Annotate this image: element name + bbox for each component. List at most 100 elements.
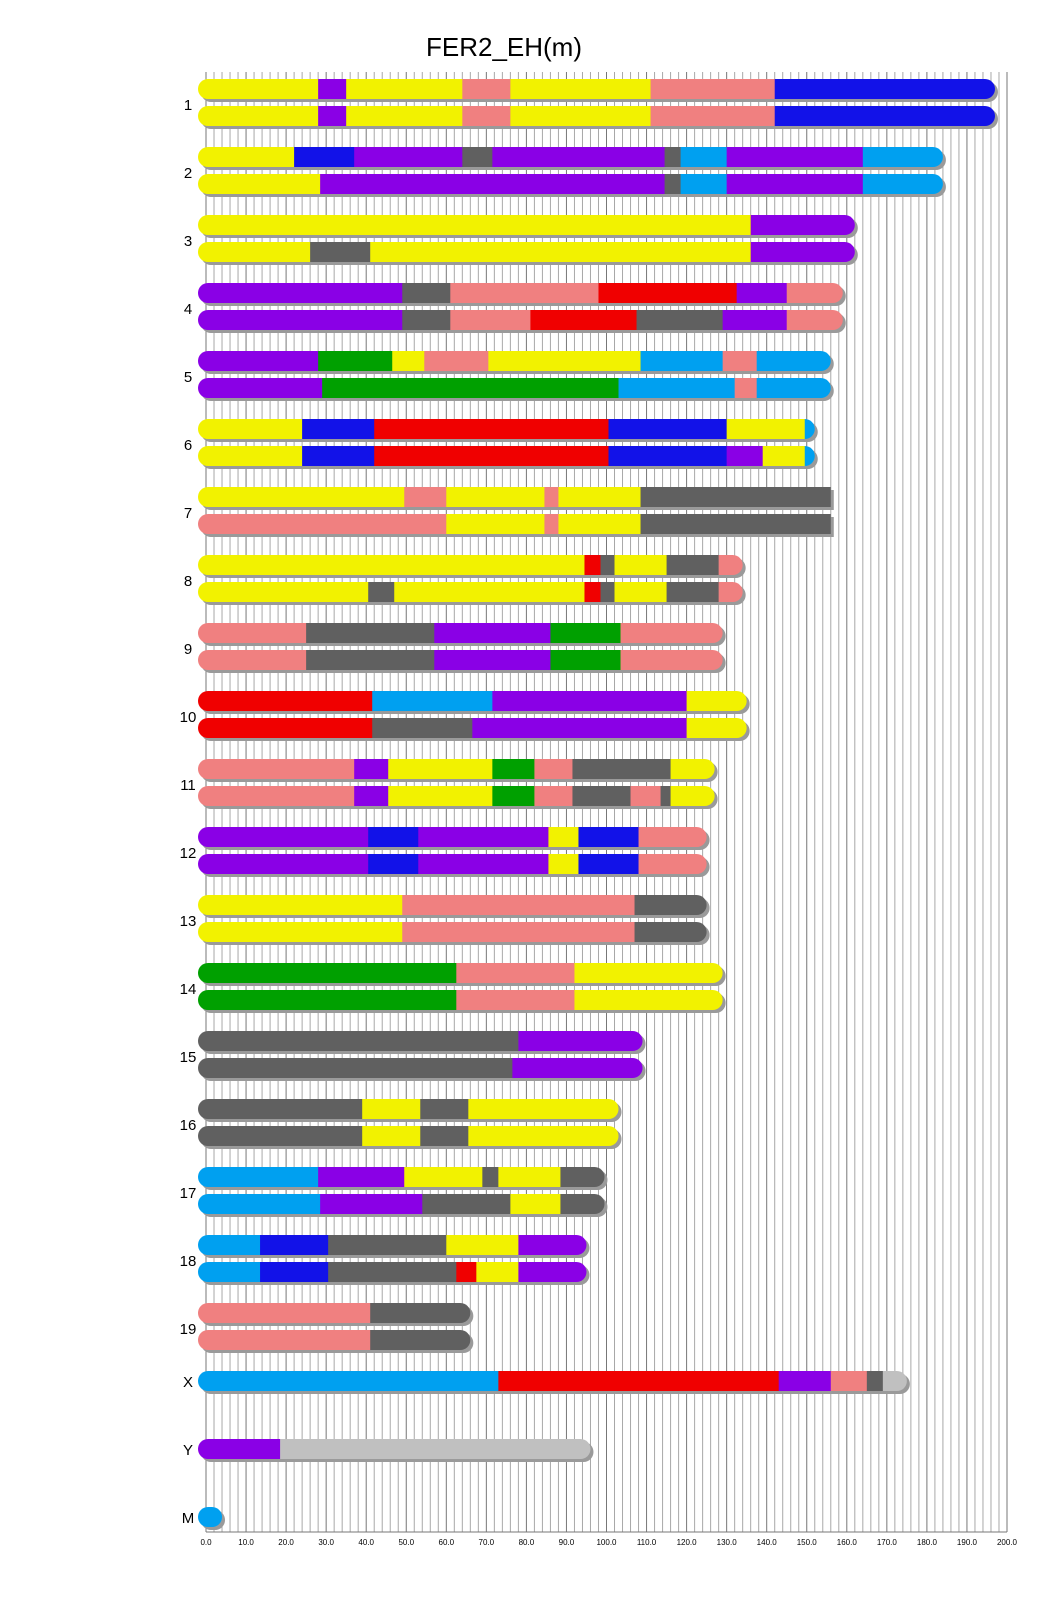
segment-bar	[726, 174, 864, 194]
segment-bar	[488, 351, 642, 371]
segment-bar	[600, 582, 616, 602]
segment-bar	[578, 827, 640, 847]
segment-bar	[734, 378, 758, 398]
x-tick-label: 150.0	[797, 1538, 818, 1547]
segment-bar	[584, 582, 602, 602]
segment-bar	[198, 1099, 363, 1119]
chromosome-track	[198, 1303, 471, 1323]
chromosome-track	[198, 242, 855, 262]
segment-bar	[198, 283, 403, 303]
x-tick-label: 40.0	[358, 1538, 374, 1547]
chromosome-label: Y	[183, 1442, 193, 1459]
segment-bar	[198, 1303, 371, 1323]
segment-bar	[198, 514, 447, 534]
chromosome-track	[198, 1194, 605, 1214]
x-tick-label: 170.0	[877, 1538, 898, 1547]
segment-bar	[634, 922, 707, 942]
chromosome-track	[198, 623, 723, 643]
chromosome-label: 4	[184, 301, 192, 318]
segment-bar	[198, 1167, 319, 1187]
x-tick-label: 30.0	[318, 1538, 334, 1547]
segment-bar	[718, 582, 743, 602]
segment-bar	[404, 1167, 483, 1187]
chromosome-track	[198, 1371, 907, 1391]
segment-bar	[498, 1167, 562, 1187]
x-tick-label: 160.0	[837, 1538, 858, 1547]
segment-bar	[198, 922, 403, 942]
segment-bar	[198, 827, 369, 847]
chromosome-label: 3	[184, 233, 192, 250]
segment-bar	[388, 786, 493, 806]
chromosome-label: 2	[184, 165, 192, 182]
segment-bar	[198, 1262, 261, 1282]
segment-bar	[198, 1126, 363, 1146]
x-tick-label: 100.0	[596, 1538, 617, 1547]
segment-bar	[198, 1439, 281, 1459]
segment-bar	[608, 419, 728, 439]
segment-bar	[722, 351, 758, 371]
segment-bar	[328, 1262, 457, 1282]
segment-bar	[198, 1235, 261, 1255]
chromosome-track	[198, 351, 831, 371]
segment-bar	[198, 555, 586, 575]
segment-bar	[680, 174, 728, 194]
segment-bar	[510, 1194, 562, 1214]
segment-bar	[882, 1371, 907, 1391]
chromosome-track	[198, 854, 707, 874]
segment-bar	[574, 990, 723, 1010]
segment-bar	[558, 514, 642, 534]
segment-bar	[198, 963, 457, 983]
segment-bar	[198, 854, 369, 874]
segment-bar	[446, 1235, 519, 1255]
segment-bar	[664, 147, 682, 167]
segment-bar	[638, 854, 707, 874]
chromosome-track	[198, 310, 843, 330]
chromosome-label: 19	[180, 1321, 197, 1338]
segment-bar	[354, 759, 389, 779]
segment-bar	[392, 351, 425, 371]
segment-bar	[294, 147, 355, 167]
segment-bar	[866, 1371, 884, 1391]
x-tick-label: 10.0	[238, 1538, 254, 1547]
segment-bar	[328, 1235, 447, 1255]
chromosome-label: 8	[184, 573, 192, 590]
segment-bar	[572, 786, 632, 806]
segment-bar	[368, 582, 395, 602]
segment-bar	[670, 759, 715, 779]
segment-bar	[402, 895, 636, 915]
segment-bar	[862, 174, 943, 194]
chromosome-track	[198, 1330, 471, 1350]
chromosome-label: 12	[180, 845, 197, 862]
segment-bar	[544, 514, 560, 534]
x-tick-label: 20.0	[278, 1538, 294, 1547]
segment-bar	[198, 1371, 499, 1391]
segment-bar	[372, 691, 493, 711]
chromosome-track	[198, 691, 747, 711]
x-tick-label: 0.0	[200, 1538, 212, 1547]
segment-bar	[476, 1262, 519, 1282]
segment-bar	[862, 147, 943, 167]
chromosome-track	[198, 147, 943, 167]
segment-bar	[374, 419, 610, 439]
segment-bar	[318, 79, 347, 99]
segment-bar	[718, 555, 743, 575]
segment-bar	[346, 79, 463, 99]
segment-bar	[388, 759, 493, 779]
x-tick-label: 190.0	[957, 1538, 978, 1547]
segment-bar	[560, 1167, 605, 1187]
segment-bar	[354, 147, 463, 167]
segment-bar	[492, 147, 666, 167]
segment-bar	[198, 650, 307, 670]
segment-bar	[318, 1167, 405, 1187]
segment-bar	[318, 351, 393, 371]
segment-bar	[456, 1262, 477, 1282]
segment-bar	[640, 351, 724, 371]
segment-bar	[198, 759, 355, 779]
segment-bar	[322, 378, 620, 398]
segment-bar	[198, 215, 752, 235]
segment-bar	[660, 786, 672, 806]
segment-bar	[198, 718, 373, 738]
chromosome-track	[198, 1262, 587, 1282]
segment-bar	[736, 283, 788, 303]
